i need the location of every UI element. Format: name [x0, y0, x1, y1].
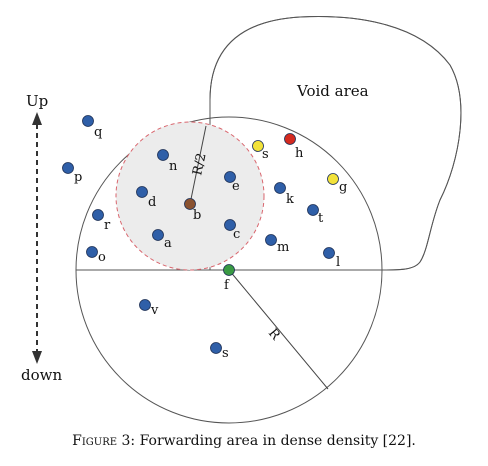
node-label: k	[286, 192, 294, 207]
node-dot	[86, 246, 98, 258]
node-l: l	[323, 247, 340, 270]
node-dot	[62, 162, 74, 174]
node-dot	[274, 182, 286, 194]
half-radius-label: R/2	[190, 152, 209, 177]
node-dot	[152, 229, 164, 241]
node-label: f	[224, 278, 230, 293]
node-label: a	[164, 236, 172, 251]
node-f: f	[223, 264, 235, 293]
down-arrow-icon	[32, 351, 42, 364]
node-dot	[284, 133, 296, 145]
node-label: t	[318, 211, 324, 226]
node-label: s	[262, 147, 269, 162]
up-arrow-icon	[32, 112, 42, 125]
node-label: r	[104, 218, 111, 233]
caption-text: Forwarding area in dense density [22].	[139, 433, 416, 449]
node-dot	[184, 198, 196, 210]
node-m: m	[265, 234, 289, 255]
node-label: c	[233, 227, 240, 242]
forwarding-area-diagram: Void area Up down R R/2 q p r o n d b a …	[21, 16, 462, 424]
node-dot	[323, 247, 335, 259]
node-dot	[92, 209, 104, 221]
node-label: h	[295, 146, 304, 161]
node-dot	[82, 115, 94, 127]
node-b: b	[184, 198, 201, 223]
nodes: q p r o n d b a e c s h g k t m l f v s	[62, 115, 347, 361]
figure-number: Figure 3:	[72, 433, 136, 449]
node-g: g	[327, 173, 347, 195]
node-label: o	[98, 250, 106, 265]
node-label: d	[148, 195, 156, 210]
radius-line	[228, 269, 329, 390]
node-label: v	[150, 303, 159, 318]
node-dot	[139, 299, 151, 311]
node-dot	[265, 234, 277, 246]
node-label: b	[193, 208, 201, 223]
node-v: v	[139, 299, 159, 318]
node-label: n	[169, 159, 178, 174]
node-a: a	[152, 229, 172, 251]
node-d: d	[136, 186, 156, 210]
node-h: h	[284, 133, 304, 161]
node-label: e	[232, 179, 240, 194]
node-label: g	[339, 180, 347, 195]
node-c: c	[224, 219, 240, 242]
up-label: Up	[26, 92, 48, 110]
node-e: e	[224, 171, 240, 194]
node-dot	[224, 171, 236, 183]
void-area-outline	[209, 16, 462, 271]
node-label: l	[336, 255, 340, 270]
figure-caption: Figure 3: Forwarding area in dense densi…	[0, 433, 488, 449]
node-r: r	[92, 209, 111, 233]
node-dot	[327, 173, 339, 185]
void-area-label: Void area	[296, 82, 369, 100]
node-dot	[252, 140, 264, 152]
node-dot	[224, 219, 236, 231]
node-label: q	[94, 125, 102, 140]
half-radius-line	[189, 125, 207, 205]
node-dot	[136, 186, 148, 198]
node-t: t	[307, 204, 324, 226]
node-label: p	[74, 170, 82, 185]
node-label: m	[277, 240, 289, 255]
node-dot	[307, 204, 319, 216]
down-label: down	[21, 366, 62, 384]
node-q: q	[82, 115, 102, 140]
node-s-yellow: s	[252, 140, 269, 162]
node-dot	[210, 342, 222, 354]
node-dot	[157, 149, 169, 161]
node-o: o	[86, 246, 106, 265]
node-s-lower: s	[210, 342, 229, 361]
node-n: n	[157, 149, 178, 174]
node-p: p	[62, 162, 82, 185]
node-dot	[223, 264, 235, 276]
node-label: s	[222, 346, 229, 361]
node-k: k	[274, 182, 294, 207]
